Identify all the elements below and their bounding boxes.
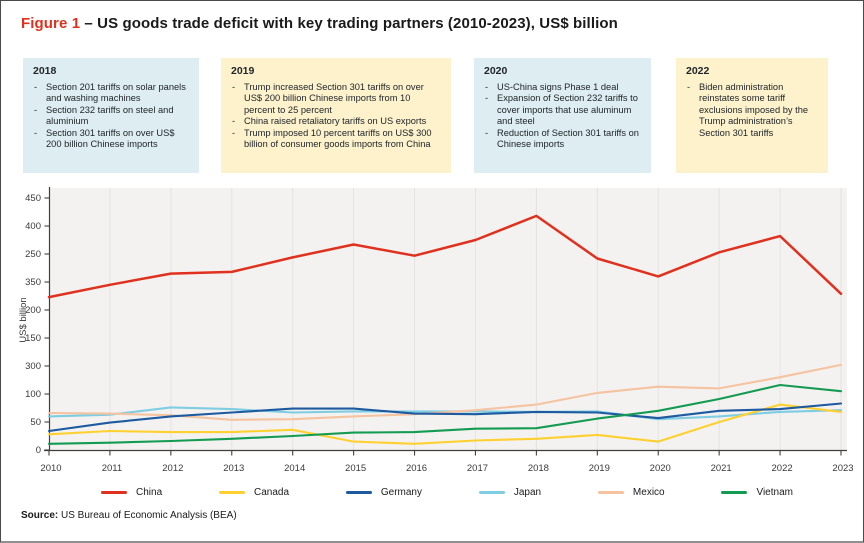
source-text: US Bureau of Economic Analysis (BEA) — [58, 510, 237, 521]
annotation-list: Trump increased Section 301 tariffs on o… — [231, 82, 442, 151]
annotation-item: Reduction of Section 301 tariffs on Chin… — [484, 128, 642, 151]
legend-label: China — [136, 486, 163, 498]
legend-swatch-japan — [478, 490, 505, 494]
x-tick-label: 2021 — [711, 463, 732, 474]
legend-item-japan: Japan — [478, 486, 542, 498]
series-line-vietnam — [47, 383, 843, 445]
legend-swatch-mexico — [597, 490, 624, 494]
y-tick-label: 50 — [30, 417, 41, 428]
legend-item-mexico: Mexico — [597, 486, 665, 498]
x-tick-label: 2014 — [284, 463, 305, 474]
y-tick-label: 0 — [36, 445, 41, 456]
trade-deficit-line-chart: 450 400 250 350 200 150 300 100 50 0 2010 2011 2012 2… — [18, 187, 854, 474]
annotation-year: 2019 — [231, 65, 255, 77]
figure-caption: Figure 1 – US goods trade deficit with k… — [21, 15, 618, 32]
legend-swatch-germany — [345, 490, 372, 494]
x-tick-label: 2020 — [650, 463, 671, 474]
y-tick-label: 150 — [25, 333, 41, 344]
x-tick-label: 2018 — [528, 463, 549, 474]
annotation-item: Biden administration reinstates some tar… — [686, 82, 819, 140]
annotation-year: 2018 — [33, 65, 57, 77]
x-tick-label: 2016 — [406, 463, 427, 474]
x-tick-label: 2012 — [162, 463, 183, 474]
legend-label: Japan — [513, 486, 542, 498]
series-line-germany — [47, 402, 843, 433]
legend-item-china: China — [101, 487, 162, 498]
legend-item-vietnam: Vietnam — [721, 487, 793, 498]
legend-label: Germany — [380, 486, 422, 498]
series-line-china — [47, 214, 843, 299]
x-tick-label: 2017 — [467, 463, 488, 474]
annotation-item: China raised retaliatory tariffs on US e… — [231, 116, 442, 128]
annotation-list: Biden administration reinstates some tar… — [686, 82, 819, 140]
legend-label: Canada — [253, 486, 290, 498]
x-tick-label: 2019 — [589, 463, 610, 474]
legend-label: Vietnam — [756, 486, 793, 498]
annotation-item: Section 232 tariffs on steel and alumini… — [33, 105, 190, 128]
annotation-year: 2022 — [686, 65, 710, 77]
y-tick-label: 250 — [25, 249, 41, 260]
annotation-list: Section 201 tariffs on solar panels and … — [33, 82, 190, 151]
annotation-item: Expansion of Section 232 tariffs to cove… — [484, 93, 642, 128]
annotation-item: Section 301 tariffs on over US$ 200 bill… — [33, 128, 190, 151]
y-tick-label: 450 — [25, 193, 41, 204]
figure-title: – US goods trade deficit with key tradin… — [80, 15, 618, 32]
series-line-canada — [47, 403, 843, 445]
legend-item-canada: Canada — [218, 486, 290, 498]
annotation-item: Trump increased Section 301 tariffs on o… — [231, 82, 442, 117]
legend-swatch-canada — [218, 490, 245, 494]
chart-legend: China Canada Germany Japan Mexico Vietnam — [101, 484, 793, 500]
annotation-box-2020: 2020 US-China signs Phase 1 dealExpansion… — [474, 58, 651, 173]
annotation-box-2018: 2018 Section 201 tariffs on solar panels … — [23, 58, 199, 173]
source-note: Source: US Bureau of Economic Analysis (… — [21, 510, 237, 521]
annotation-box-2022: 2022 Biden administration reinstates some… — [676, 58, 828, 173]
legend-swatch-china — [101, 490, 127, 494]
y-tick-label: 400 — [25, 221, 41, 232]
annotation-box-2019: 2019 Trump increased Section 301 tariffs … — [221, 58, 451, 173]
annotation-item: Section 201 tariffs on solar panels and … — [33, 82, 190, 105]
y-axis-title: US$ billion — [18, 297, 29, 342]
x-tick-label: 2013 — [223, 463, 244, 474]
x-tick-label: 2015 — [345, 463, 366, 474]
legend-label: Mexico — [632, 486, 665, 498]
y-tick-label: 350 — [25, 277, 41, 288]
annotation-item: US-China signs Phase 1 deal — [484, 82, 642, 94]
x-tick-label: 2011 — [102, 463, 122, 474]
annotation-list: US-China signs Phase 1 dealExpansion of … — [484, 82, 642, 151]
x-tick-label: 2023 — [832, 463, 853, 474]
x-tick-label: 2010 — [40, 463, 61, 474]
annotation-item: Trump imposed 10 percent tariffs on US$ … — [231, 128, 442, 151]
legend-swatch-vietnam — [721, 490, 748, 494]
x-tick-label: 2022 — [772, 463, 793, 474]
y-tick-label: 200 — [25, 305, 41, 316]
y-tick-label: 300 — [25, 361, 41, 372]
figure-label: Figure 1 — [21, 15, 81, 32]
legend-item-germany: Germany — [345, 486, 422, 498]
y-tick-label: 100 — [25, 389, 41, 400]
annotation-year: 2020 — [484, 65, 508, 77]
source-label: Source: — [21, 510, 59, 521]
